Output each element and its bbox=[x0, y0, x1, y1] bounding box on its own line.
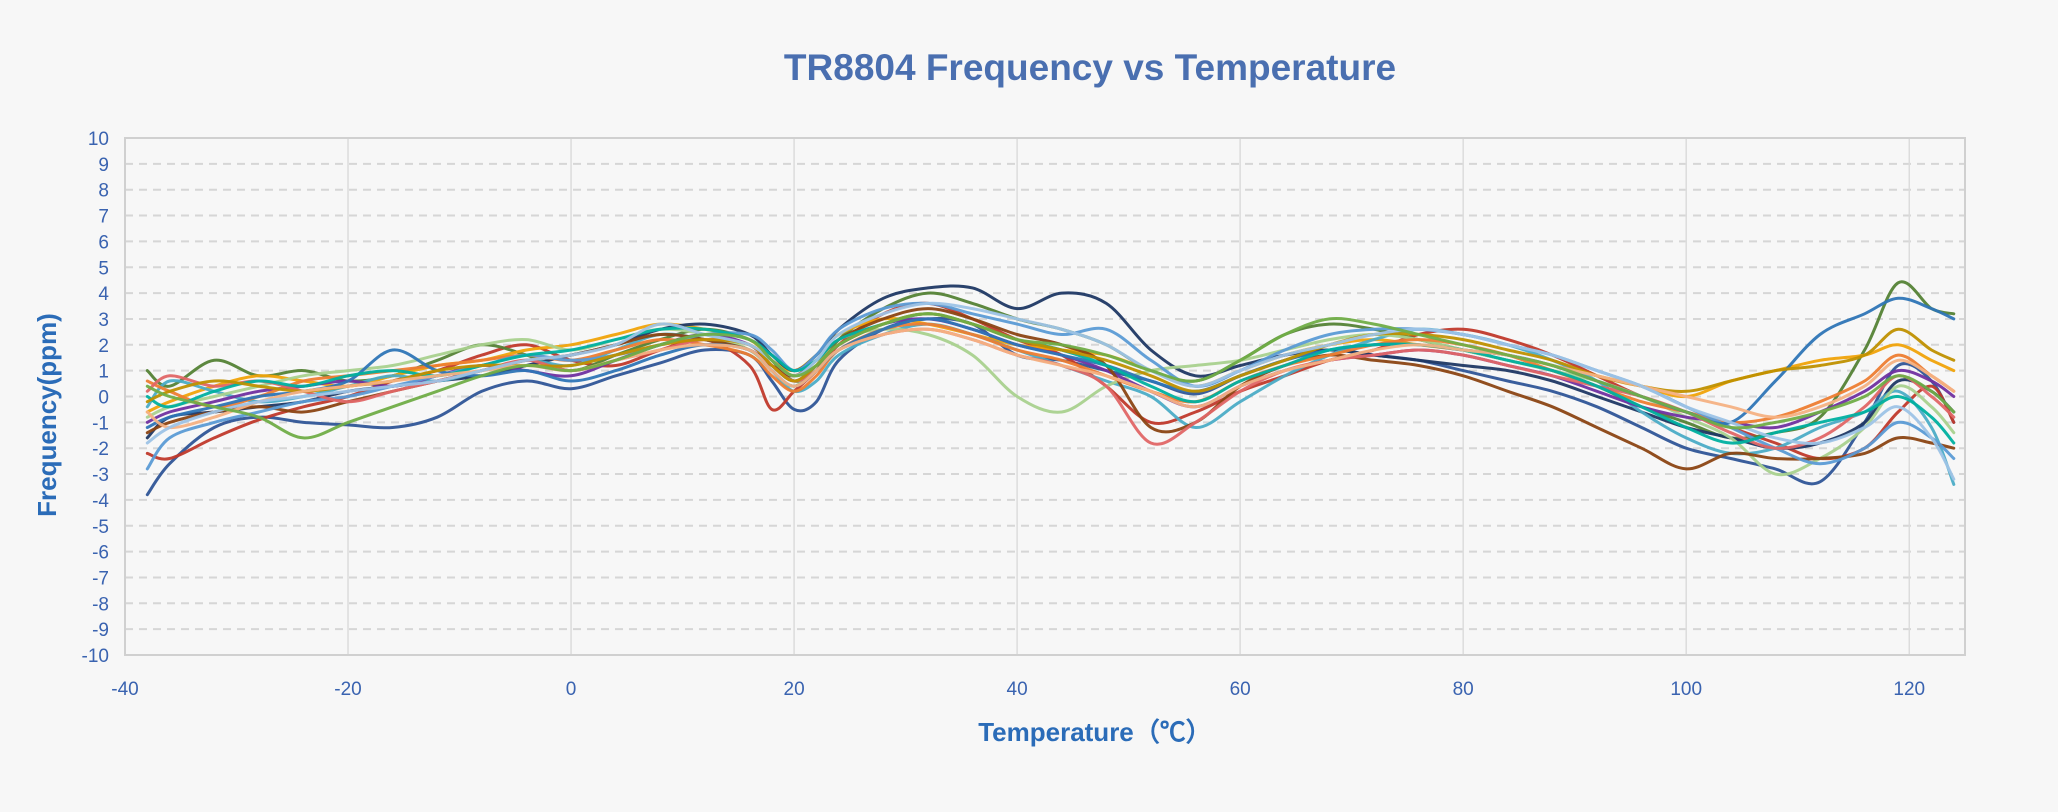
y-tick-label: 0 bbox=[98, 388, 109, 409]
x-tick-label: 0 bbox=[566, 679, 577, 700]
y-tick-label: 4 bbox=[98, 284, 109, 305]
y-axis-title: Frequency(ppm) bbox=[32, 313, 62, 517]
series-line-7 bbox=[145, 327, 1956, 477]
x-tick-label: 120 bbox=[1893, 679, 1925, 700]
x-tick-label: 80 bbox=[1453, 679, 1474, 700]
x-tick-label: 40 bbox=[1007, 679, 1028, 700]
x-axis-title: Temperature（℃） bbox=[978, 717, 1212, 747]
y-tick-label: 10 bbox=[88, 129, 109, 150]
x-tick-label: -20 bbox=[334, 679, 361, 700]
y-tick-label: 5 bbox=[98, 258, 109, 279]
y-tick-label: 1 bbox=[98, 362, 109, 383]
x-tick-label: 100 bbox=[1670, 679, 1702, 700]
y-tick-label: -4 bbox=[92, 491, 109, 512]
series-line-18 bbox=[145, 312, 1956, 440]
y-tick-label: 3 bbox=[98, 310, 109, 331]
y-tick-label: -1 bbox=[92, 413, 109, 434]
x-tick-label: 60 bbox=[1230, 679, 1251, 700]
y-tick-label: -10 bbox=[82, 646, 109, 667]
y-tick-label: -3 bbox=[92, 465, 109, 486]
y-tick-label: -9 bbox=[92, 620, 109, 641]
plot-area-border bbox=[124, 137, 1966, 656]
y-tick-label: 7 bbox=[98, 207, 109, 228]
y-tick-label: -2 bbox=[92, 439, 109, 460]
y-tick-label: -8 bbox=[92, 594, 109, 615]
series-line-16 bbox=[145, 327, 1956, 430]
chart-title: TR8804 Frequency vs Temperature bbox=[784, 47, 1396, 88]
x-axis-ticks: -40 -20 0 20 40 60 80 100 120 bbox=[111, 679, 1925, 700]
x-tick-label: 20 bbox=[784, 679, 805, 700]
y-tick-label: -5 bbox=[92, 517, 109, 538]
y-tick-label: 6 bbox=[98, 232, 109, 253]
series-line-17 bbox=[145, 301, 1956, 481]
x-tick-label: -40 bbox=[111, 679, 138, 700]
y-tick-label: -6 bbox=[92, 543, 109, 564]
y-tick-label: -7 bbox=[92, 568, 109, 589]
series-group bbox=[145, 280, 1956, 497]
y-tick-label: 9 bbox=[98, 155, 109, 176]
y-tick-label: 2 bbox=[98, 336, 109, 357]
y-tick-label: 8 bbox=[98, 181, 109, 202]
